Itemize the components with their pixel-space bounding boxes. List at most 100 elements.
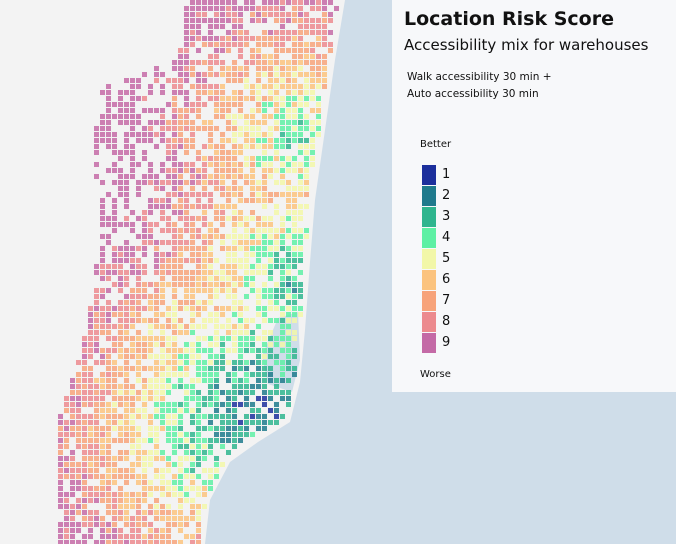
map-tile <box>118 438 123 443</box>
map-tile <box>142 366 147 371</box>
map-tile <box>292 276 297 281</box>
map-tile <box>166 504 171 509</box>
map-tile <box>232 246 237 251</box>
map-tile <box>238 90 243 95</box>
map-tile <box>184 294 189 299</box>
map-tile <box>178 510 183 515</box>
map-tile <box>118 432 123 437</box>
map-tile <box>190 108 195 113</box>
map-tile <box>178 372 183 377</box>
map-tile <box>214 234 219 239</box>
map-tile <box>160 390 165 395</box>
map-tile <box>196 246 201 251</box>
map-tile <box>202 234 207 239</box>
map-tile <box>250 252 255 257</box>
map-tile <box>286 114 291 119</box>
map-tile <box>190 348 195 353</box>
map-tile <box>100 330 105 335</box>
map-tile <box>304 234 309 239</box>
map-tile <box>286 192 291 197</box>
map-tile <box>76 438 81 443</box>
map-tile <box>214 102 219 107</box>
map-tile <box>106 372 111 377</box>
map-tile <box>256 414 261 419</box>
map-tile <box>82 492 87 497</box>
map-tile <box>274 18 279 23</box>
map-tile <box>166 438 171 443</box>
map-tile <box>292 294 297 299</box>
map-tile <box>58 534 63 539</box>
map-tile <box>214 474 219 479</box>
map-tile <box>178 498 183 503</box>
map-tile <box>274 60 279 65</box>
map-tile <box>178 486 183 491</box>
map-tile <box>112 438 117 443</box>
map-tile <box>124 354 129 359</box>
map-tile <box>136 480 141 485</box>
map-tile <box>124 378 129 383</box>
map-tile <box>220 42 225 47</box>
map-tile <box>202 168 207 173</box>
map-tile <box>172 402 177 407</box>
map-tile <box>268 258 273 263</box>
map-tile <box>334 6 339 11</box>
map-tile <box>178 72 183 77</box>
map-tile <box>226 336 231 341</box>
map-tile <box>136 354 141 359</box>
map-tile <box>238 378 243 383</box>
map-tile <box>70 468 75 473</box>
map-tile <box>268 72 273 77</box>
map-tile <box>136 450 141 455</box>
map-tile <box>100 372 105 377</box>
map-tile <box>220 414 225 419</box>
map-tile <box>166 150 171 155</box>
map-tile <box>256 324 261 329</box>
map-tile <box>172 510 177 515</box>
map-tile <box>268 408 273 413</box>
map-tile <box>184 456 189 461</box>
map-tile <box>172 540 177 544</box>
map-tile <box>244 60 249 65</box>
map-tile <box>286 102 291 107</box>
map-tile <box>160 228 165 233</box>
map-tile <box>292 372 297 377</box>
map-tile <box>274 402 279 407</box>
map-tile <box>64 426 69 431</box>
map-tile <box>106 438 111 443</box>
map-tile <box>196 288 201 293</box>
map-tile <box>232 204 237 209</box>
map-tile <box>214 366 219 371</box>
map-tile <box>148 234 153 239</box>
map-tile <box>274 126 279 131</box>
map-tile <box>196 528 201 533</box>
map-tile <box>262 60 267 65</box>
map-tile <box>322 84 327 89</box>
map-tile <box>214 384 219 389</box>
map-tile <box>124 114 129 119</box>
map-tile <box>112 534 117 539</box>
map-tile <box>118 168 123 173</box>
legend-swatch <box>422 249 436 269</box>
map-tile <box>328 42 333 47</box>
map-tile <box>88 468 93 473</box>
map-tile <box>148 420 153 425</box>
map-tile <box>238 162 243 167</box>
map-tile <box>106 132 111 137</box>
map-tile <box>316 126 321 131</box>
map-tile <box>160 378 165 383</box>
map-tile <box>130 498 135 503</box>
map-tile <box>262 216 267 221</box>
map-tile <box>76 378 81 383</box>
map-tile <box>106 336 111 341</box>
map-tile <box>166 312 171 317</box>
map-tile <box>256 132 261 137</box>
map-tile <box>214 174 219 179</box>
map-tile <box>166 480 171 485</box>
map-tile <box>184 210 189 215</box>
map-tile <box>232 144 237 149</box>
map-tile <box>256 366 261 371</box>
map-tile <box>274 390 279 395</box>
map-tile <box>280 234 285 239</box>
map-tile <box>226 378 231 383</box>
map-tile <box>154 198 159 203</box>
